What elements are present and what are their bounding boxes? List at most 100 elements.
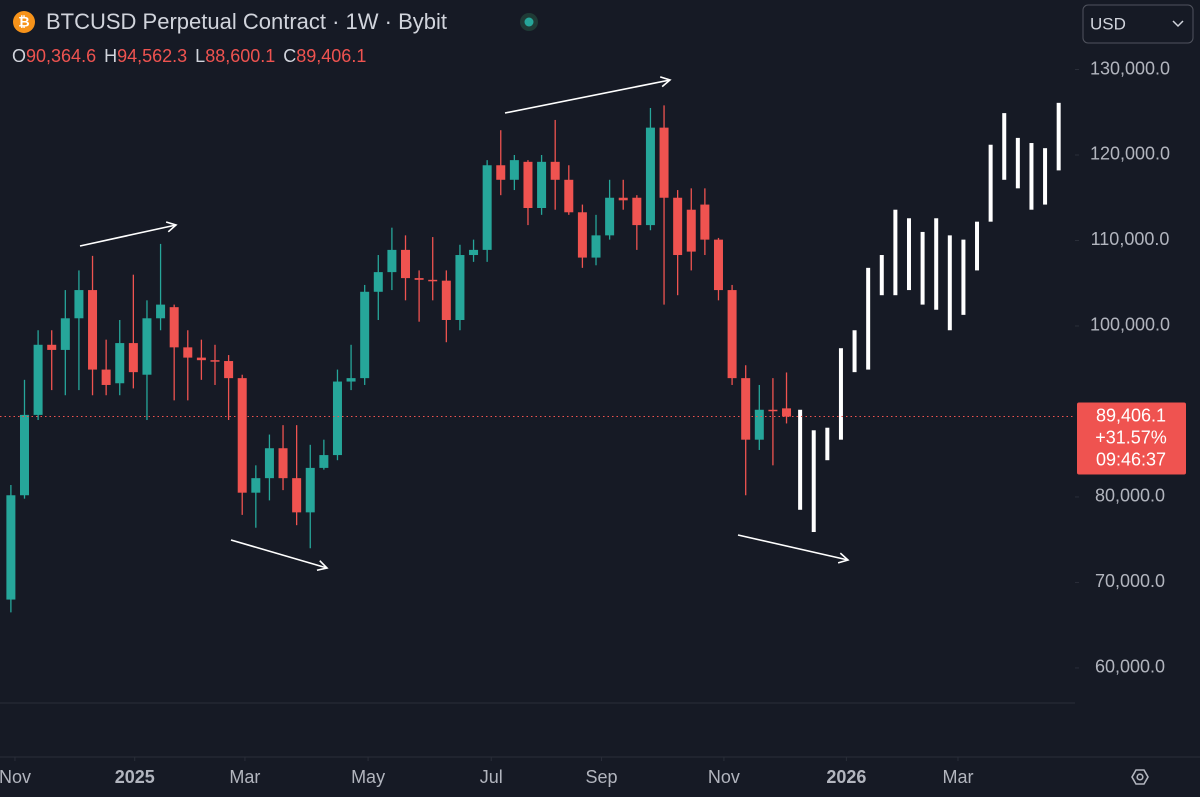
coin-icon xyxy=(13,11,35,33)
candle-body xyxy=(537,161,547,209)
candle-body xyxy=(60,318,70,350)
candle-body xyxy=(387,249,397,273)
ohlc-key: L xyxy=(195,46,205,66)
projection-bar xyxy=(1015,137,1020,189)
candle-body xyxy=(319,455,329,468)
candle-body xyxy=(128,343,138,373)
candle-body xyxy=(196,357,206,361)
currency-label[interactable]: USD xyxy=(1090,14,1126,33)
dropdown-caret[interactable] xyxy=(1172,20,1184,28)
annotations xyxy=(79,76,850,572)
candle-body xyxy=(142,318,152,375)
candle-body xyxy=(251,478,261,493)
candle-body xyxy=(741,378,751,440)
candle-body xyxy=(441,280,451,320)
candle-body xyxy=(577,212,587,258)
candle-body xyxy=(550,161,560,180)
candle-body xyxy=(373,272,383,292)
x-tick-label: Jul xyxy=(480,767,503,787)
last-price-box xyxy=(1077,402,1186,475)
ohlc-value: 90,364.6 xyxy=(26,46,96,66)
candle-body xyxy=(591,235,601,258)
ohlc-key: O xyxy=(12,46,26,66)
projection-bar xyxy=(879,255,884,296)
candle-body xyxy=(332,381,342,456)
y-tick-label: 80,000.0 xyxy=(1095,486,1165,506)
candle-body xyxy=(414,278,424,280)
trend-arrow xyxy=(230,539,329,572)
x-tick-label: 2026 xyxy=(826,767,866,787)
trend-arrow xyxy=(79,221,178,247)
projection-bar xyxy=(934,218,939,310)
x-tick-label: Nov xyxy=(0,767,31,787)
projection-bar xyxy=(906,218,911,291)
settings-icon-center[interactable] xyxy=(1136,773,1144,781)
price-change: +31.57% xyxy=(1095,427,1167,447)
ohlc-key: H xyxy=(104,46,117,66)
ohlc-value: 89,406.1 xyxy=(296,46,366,66)
candle-body xyxy=(469,249,479,256)
projection-bar xyxy=(866,267,871,370)
y-tick-label: 100,000.0 xyxy=(1090,315,1170,335)
x-tick-label: May xyxy=(351,767,385,787)
last-price-label: 89,406.1 xyxy=(1096,405,1166,425)
candle-body xyxy=(523,161,533,209)
bar-countdown: 09:46:37 xyxy=(1096,449,1166,469)
projection-bar xyxy=(1056,102,1061,171)
x-tick-label: Mar xyxy=(229,767,260,787)
currency-button[interactable]: USD xyxy=(1082,4,1194,44)
candle-body xyxy=(686,209,696,252)
candle-body xyxy=(782,408,792,417)
plot-area xyxy=(0,69,1079,669)
projection-bar xyxy=(1029,143,1034,210)
candle-body xyxy=(292,478,302,513)
candle-body xyxy=(183,347,193,358)
candle-body xyxy=(169,307,179,348)
candle-body xyxy=(360,291,370,379)
candle-body xyxy=(455,255,465,320)
candle-body xyxy=(115,343,125,384)
candle-body xyxy=(74,290,84,319)
projection-bar xyxy=(975,221,980,271)
projection-bar xyxy=(825,427,830,461)
y-tick-label: 130,000.0 xyxy=(1090,58,1170,78)
candle-body xyxy=(264,448,274,479)
projection-bar xyxy=(961,239,966,315)
candle-body xyxy=(156,304,166,319)
candle-body xyxy=(278,448,288,479)
candle-body xyxy=(632,197,642,226)
candle-body xyxy=(727,290,737,379)
candle-body xyxy=(564,179,574,213)
x-tick-label: 2025 xyxy=(115,767,155,787)
projection-bar xyxy=(811,430,816,533)
trend-arrow xyxy=(504,76,672,114)
trend-arrow xyxy=(737,534,850,564)
projection-bar xyxy=(920,231,925,305)
candle-body xyxy=(19,414,29,496)
x-tick-label: Sep xyxy=(585,767,617,787)
candle-body xyxy=(47,344,57,350)
candle-body xyxy=(33,344,43,415)
y-tick-label: 110,000.0 xyxy=(1091,229,1170,249)
x-tick-label: Nov xyxy=(708,767,740,787)
currency-button-frame[interactable] xyxy=(1082,4,1194,44)
ohlc-value: 94,562.3 xyxy=(117,46,187,66)
settings-button[interactable] xyxy=(1131,769,1149,785)
candle-body xyxy=(401,249,411,279)
candle-body xyxy=(428,279,438,282)
settings-icon[interactable] xyxy=(1131,769,1149,785)
candle-body xyxy=(509,160,519,180)
candle-body xyxy=(88,290,98,370)
coin-symbol: ₿ xyxy=(18,14,29,30)
ohlc-key: C xyxy=(283,46,296,66)
projection-bar xyxy=(1002,113,1007,180)
candle-body xyxy=(645,127,655,226)
candle-body xyxy=(605,197,615,236)
candle-body xyxy=(101,369,111,385)
projection-bar xyxy=(947,235,952,331)
candle-body xyxy=(6,495,16,600)
y-tick-label: 60,000.0 xyxy=(1095,657,1165,677)
